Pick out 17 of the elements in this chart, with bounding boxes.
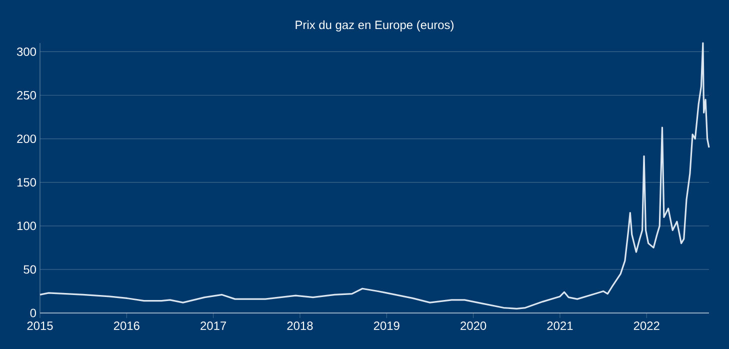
y-tick-label: 0 — [30, 308, 36, 318]
x-tick-label: 2015 — [27, 322, 53, 330]
x-tick-label: 2021 — [547, 322, 573, 330]
y-tick-label: 300 — [16, 47, 36, 56]
line-series — [39, 42, 710, 310]
x-tick-label: 2022 — [634, 322, 660, 330]
x-tick-label: 2020 — [460, 322, 486, 330]
x-tick-label: 2016 — [114, 322, 140, 330]
x-tick-label: 2017 — [200, 322, 226, 330]
y-tick-label: 100 — [17, 222, 36, 230]
y-tick-label: 150 — [17, 178, 36, 187]
chart-title: Prix du gaz en Europe (euros) — [296, 20, 454, 32]
y-tick-label: 50 — [24, 265, 36, 274]
x-tick-label: 2019 — [374, 322, 400, 330]
y-tick-label: 200 — [17, 134, 36, 144]
y-tick-label: 250 — [17, 91, 36, 100]
x-tick-label: 2018 — [287, 322, 313, 330]
